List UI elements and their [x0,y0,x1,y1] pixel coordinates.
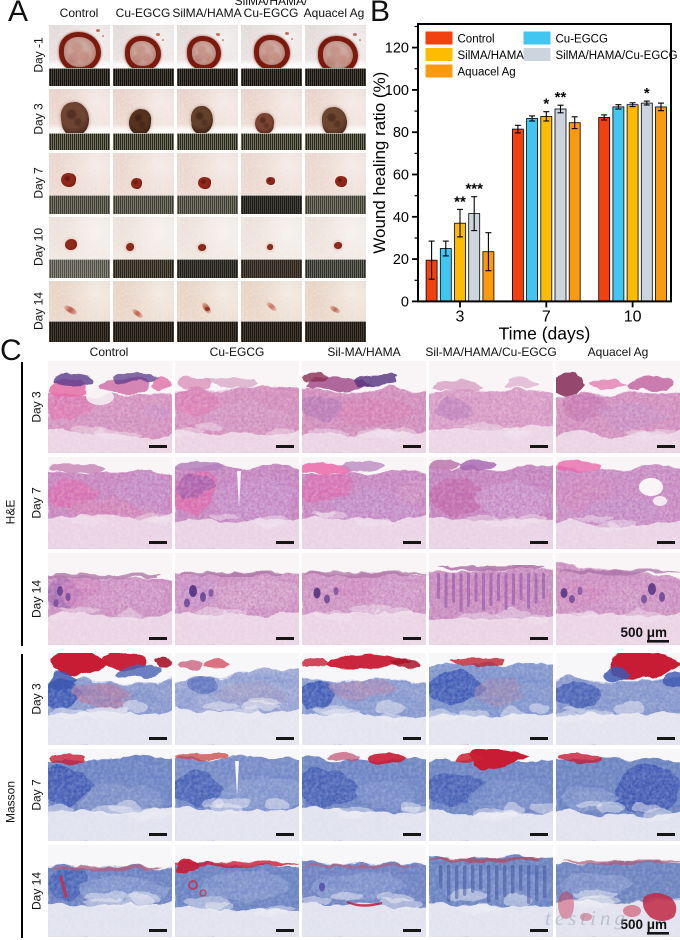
svg-text:*: * [644,85,650,102]
svg-text:Day 7: Day 7 [29,487,43,519]
svg-text:Day 14: Day 14 [31,291,45,329]
svg-text:Day 7: Day 7 [31,167,45,199]
svg-text:3: 3 [456,308,465,325]
svg-text:7: 7 [542,308,551,325]
svg-text:SilMA/HAMA: SilMA/HAMA [458,50,525,62]
svg-text:Cu-EGCG: Cu-EGCG [556,34,608,46]
svg-text:500 μm: 500 μm [621,625,668,640]
svg-text:Wound healing ratio (%): Wound healing ratio (%) [370,72,389,254]
svg-text:SilMA/HAMA/Cu-EGCG: SilMA/HAMA/Cu-EGCG [556,50,678,62]
svg-text:Day 14: Day 14 [29,580,43,618]
svg-text:80: 80 [393,125,409,141]
svg-text:Day 10: Day 10 [31,227,45,265]
svg-text:Day -1: Day -1 [31,37,45,73]
svg-text:Control: Control [458,34,495,46]
svg-text:40: 40 [393,210,409,226]
svg-text:20: 20 [393,252,409,268]
svg-text:Masson: Masson [3,781,17,823]
svg-text:**: ** [454,193,466,210]
svg-text:Day 14: Day 14 [29,872,43,910]
svg-text:500 μm: 500 μm [621,917,668,932]
svg-text:H&E: H&E [3,500,17,525]
svg-text:Day 7: Day 7 [29,779,43,811]
svg-text:Time (days): Time (days) [499,323,591,343]
svg-text:100: 100 [385,83,409,99]
svg-text:10: 10 [624,308,642,325]
svg-text:*: * [543,96,549,113]
svg-text:Day 3: Day 3 [29,683,43,715]
svg-text:Day 3: Day 3 [31,103,45,135]
svg-text:***: *** [465,181,483,198]
svg-text:**: ** [555,89,567,106]
svg-text:120: 120 [385,41,409,57]
svg-text:0: 0 [401,294,409,310]
svg-text:B: B [370,0,390,28]
svg-text:60: 60 [393,168,409,184]
svg-text:Aquacel Ag: Aquacel Ag [458,67,516,79]
svg-text:Day 3: Day 3 [29,391,43,423]
